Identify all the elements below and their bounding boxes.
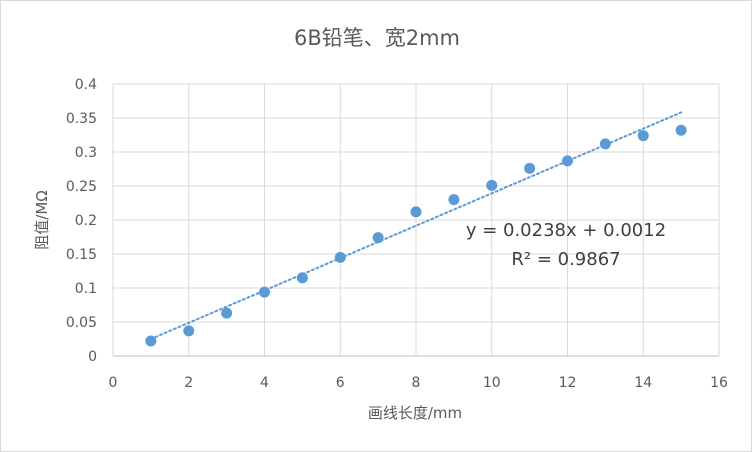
x-tick-label: 4 — [260, 375, 269, 391]
y-tick-label: 0.35 — [66, 111, 97, 127]
data-point — [372, 232, 384, 244]
trendline — [149, 111, 683, 340]
y-tick-label: 0 — [88, 349, 97, 365]
y-tick-label: 0.1 — [75, 281, 97, 297]
y-tick-label: 0.4 — [75, 77, 97, 93]
trendline-equation: y = 0.0238x + 0.0012 — [466, 220, 666, 241]
x-tick-label: 0 — [109, 375, 118, 391]
y-tick-label: 0.2 — [75, 213, 97, 229]
data-point — [675, 124, 687, 136]
chart-title: 6B铅笔、宽2mm — [294, 26, 460, 50]
data-point — [637, 130, 649, 142]
y-tick-label: 0.15 — [66, 247, 97, 263]
data-point — [524, 162, 536, 174]
data-point — [410, 206, 422, 218]
y-tick-label: 0.3 — [75, 145, 97, 161]
data-point — [562, 155, 573, 167]
x-tick-label: 8 — [412, 375, 421, 391]
x-tick-label: 10 — [483, 375, 501, 391]
data-point — [334, 251, 346, 263]
data-point — [448, 194, 460, 206]
x-axis-label: 画线长度/mm — [368, 404, 462, 422]
y-tick-label: 0.25 — [66, 179, 97, 195]
y-axis-label: 阻值/MΩ — [33, 190, 51, 249]
x-tick-label: 6 — [336, 375, 345, 391]
x-tick-label: 2 — [184, 375, 193, 391]
gridlines — [112, 83, 720, 357]
data-point — [183, 325, 195, 337]
trendline-layer — [149, 111, 683, 340]
data-point — [599, 138, 611, 150]
data-point — [486, 179, 498, 191]
x-tick-label: 14 — [634, 375, 652, 391]
y-tick-label: 0.05 — [66, 315, 97, 331]
data-point — [296, 272, 308, 284]
x-tick-label: 12 — [559, 375, 577, 391]
tick-labels: 0 0.05 0.1 0.15 0.2 0.25 0.3 0.35 0.4 0 2 4 6 8 10 12 14… — [66, 77, 728, 391]
data-points — [145, 124, 687, 347]
data-point — [259, 286, 270, 298]
data-point — [221, 307, 233, 319]
x-tick-label: 16 — [710, 375, 728, 391]
data-point — [145, 335, 157, 347]
r-squared-label: R² = 0.9867 — [511, 249, 620, 270]
